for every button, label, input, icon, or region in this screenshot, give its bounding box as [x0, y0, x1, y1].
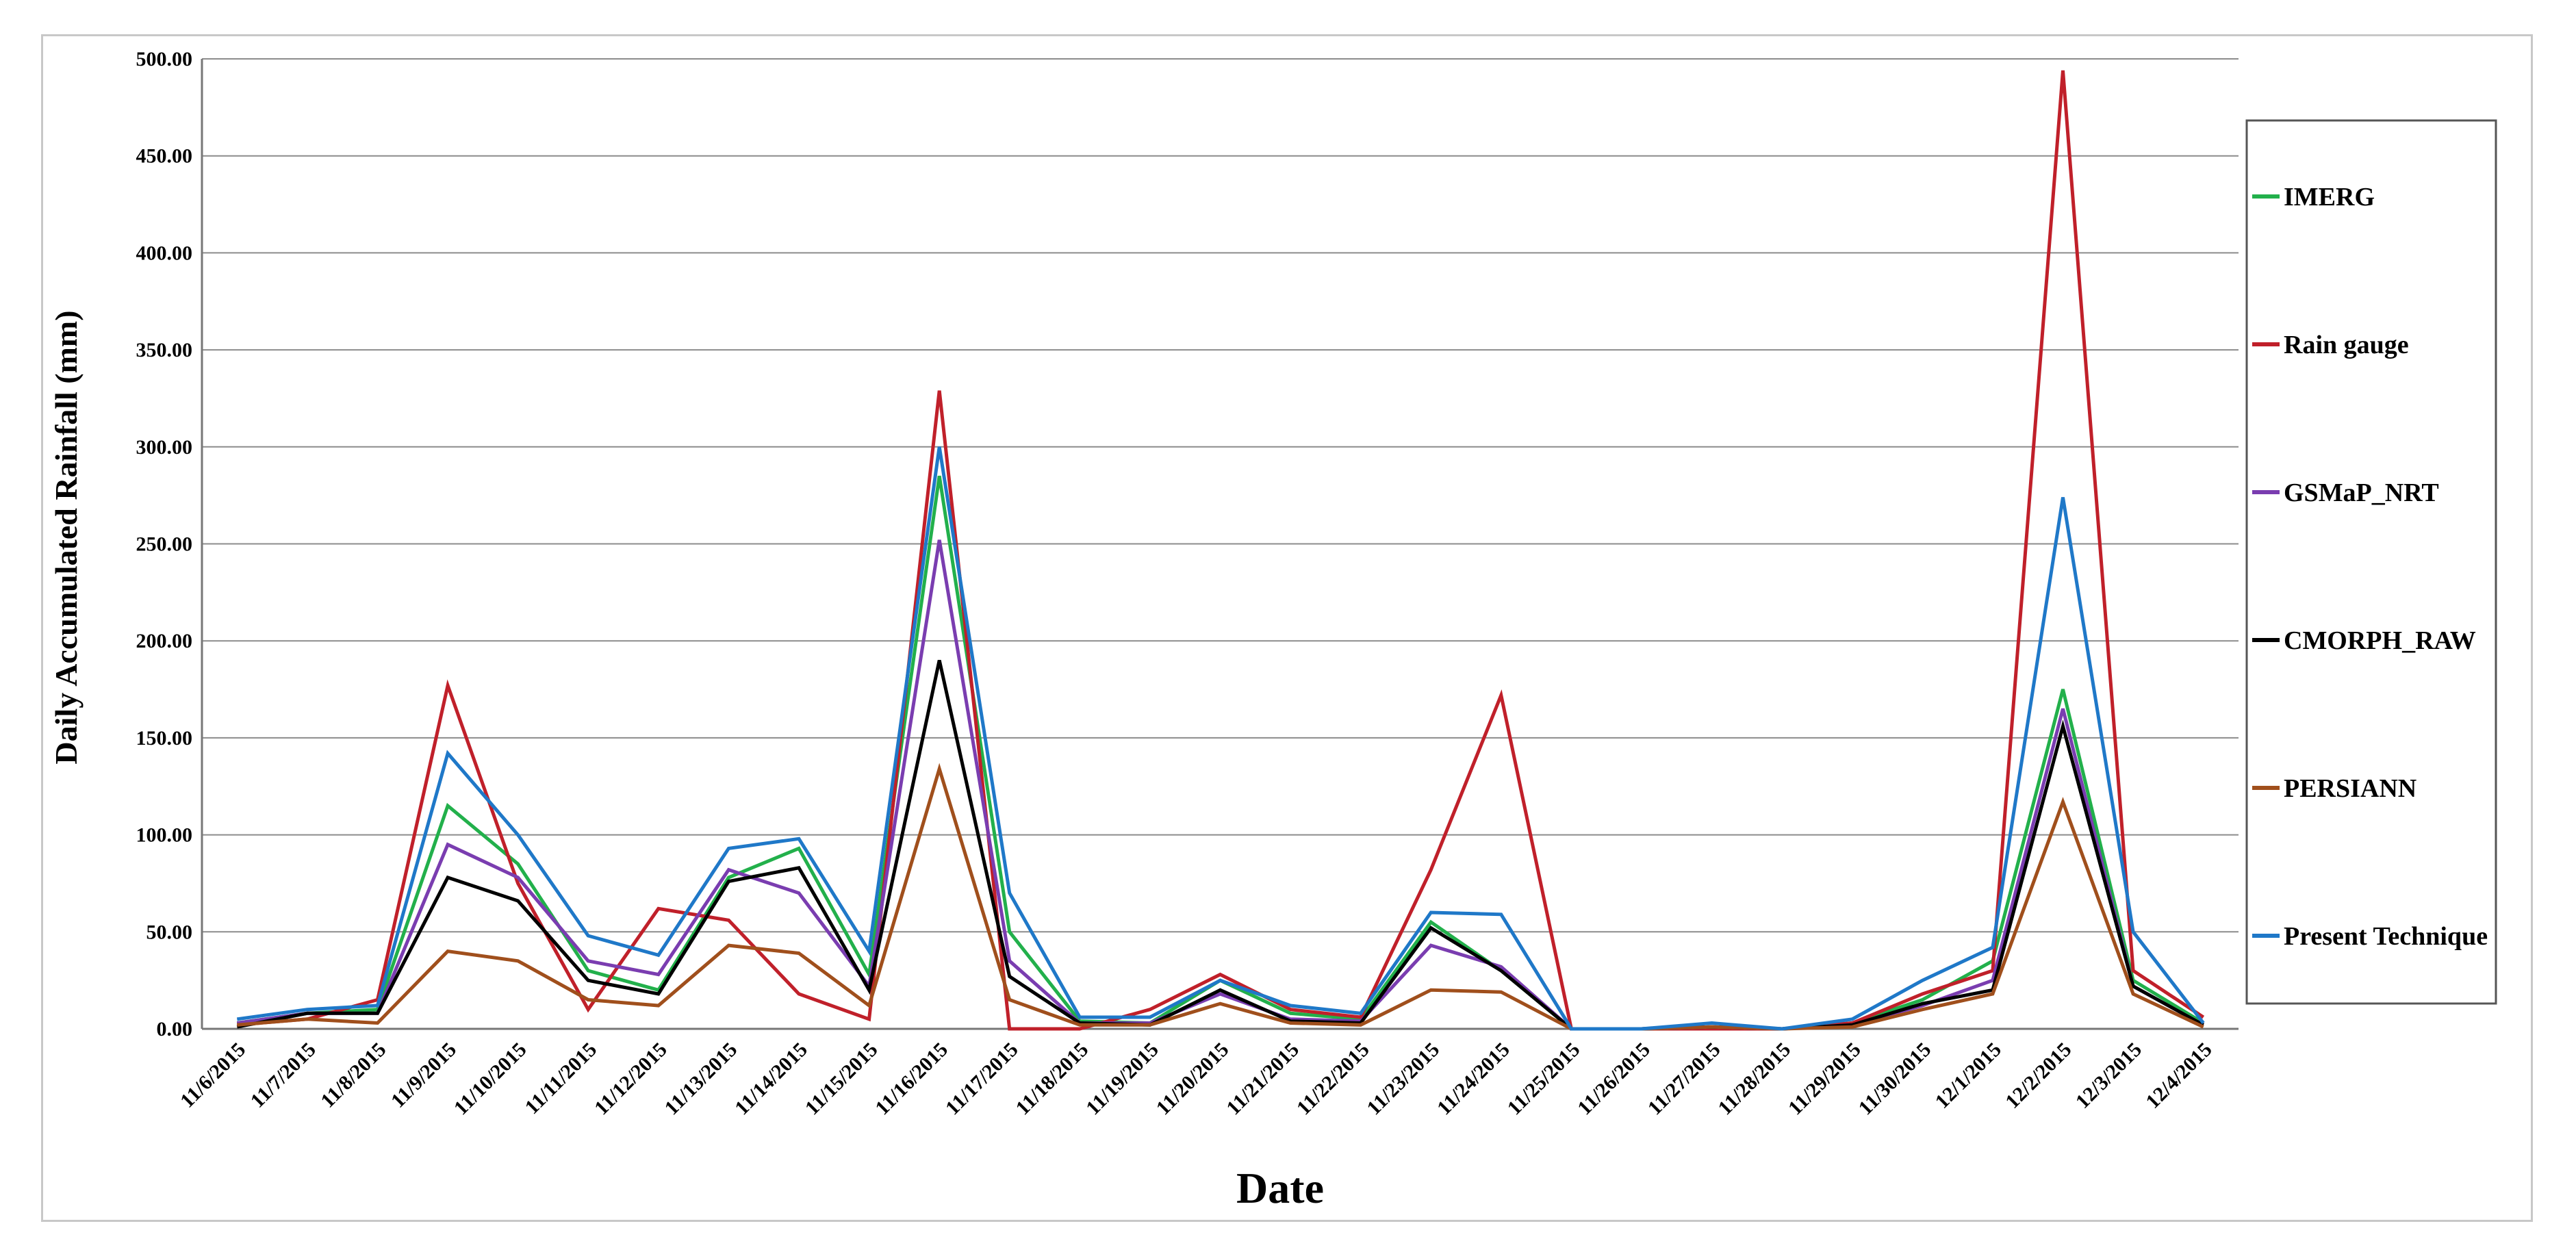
x-tick-label: 11/26/2015	[1573, 1038, 1655, 1120]
series-line-imerg	[236, 475, 2204, 1031]
x-tick-label: 11/13/2015	[661, 1038, 742, 1120]
legend: IMERG Rain gauge GSMaP_NRT CMORPH_RAW PERSIA…	[2245, 119, 2497, 1005]
x-tick-label: 11/19/2015	[1082, 1038, 1163, 1120]
legend-box	[2245, 119, 2497, 1005]
y-tick-label: 450.00	[136, 145, 193, 168]
x-tick-label: 11/11/2015	[521, 1038, 602, 1119]
x-tick-label: 11/21/2015	[1222, 1038, 1303, 1120]
legend-label: GSMaP_NRT	[2284, 478, 2439, 507]
legend-item-imerg: IMERG	[2252, 183, 2375, 212]
y-tick-label: 0.00	[157, 1018, 193, 1040]
chart-frame	[41, 34, 2533, 1222]
legend-label: PERSIANN	[2284, 774, 2416, 803]
legend-item-gsmap-nrt: GSMaP_NRT	[2252, 478, 2439, 507]
x-tick-label: 11/7/2015	[246, 1038, 320, 1112]
y-tick-label: 300.00	[136, 436, 193, 459]
x-tick-label: 11/6/2015	[176, 1038, 250, 1112]
x-tick-label: 11/15/2015	[801, 1038, 882, 1120]
y-tick-label: 50.00	[146, 921, 193, 943]
series-lines	[236, 70, 2205, 1031]
legend-label: Present Technique	[2284, 922, 2488, 951]
series-line-persiann	[237, 763, 2204, 1031]
x-tick-label: 11/25/2015	[1503, 1038, 1585, 1120]
x-tick-label: 11/28/2015	[1713, 1038, 1795, 1120]
x-tick-label: 11/22/2015	[1292, 1038, 1374, 1120]
x-axis-title: Date	[1236, 1164, 1324, 1212]
x-tick-label: 11/24/2015	[1433, 1038, 1514, 1120]
x-tick-label: 12/3/2015	[2071, 1038, 2146, 1113]
x-tick-label: 11/10/2015	[450, 1038, 531, 1120]
legend-item-persiann: PERSIANN	[2252, 774, 2416, 803]
x-tick-label: 11/27/2015	[1644, 1038, 1725, 1120]
series-line-present-technique	[236, 446, 2205, 1031]
x-tick-label: 11/18/2015	[1011, 1038, 1093, 1120]
series-line-cmorph-raw	[236, 659, 2204, 1031]
x-tick-label: 11/30/2015	[1854, 1038, 1936, 1120]
legend-item-present-technique: Present Technique	[2252, 922, 2488, 951]
series-line-rain-gauge	[237, 70, 2205, 1031]
x-tick-label: 11/14/2015	[730, 1038, 812, 1120]
x-tick-label: 11/20/2015	[1152, 1038, 1234, 1120]
y-tick-labels: 0.00 50.00 100.00 150.00 200.00 250.00 300.00 3…	[136, 48, 193, 1040]
x-tick-label: 11/29/2015	[1784, 1038, 1865, 1120]
x-tick-label: 12/1/2015	[1931, 1038, 2006, 1113]
x-tick-label: 12/2/2015	[2001, 1038, 2076, 1113]
axes	[201, 59, 2239, 1030]
x-tick-label: 11/12/2015	[590, 1038, 672, 1120]
series-line-gsmap-nrt	[236, 539, 2204, 1031]
legend-label: Rain gauge	[2284, 331, 2409, 359]
x-tick-label: 11/9/2015	[387, 1038, 461, 1112]
legend-label: IMERG	[2284, 183, 2375, 212]
gridlines	[202, 58, 2239, 933]
y-tick-label: 200.00	[136, 630, 193, 652]
y-tick-label: 250.00	[136, 533, 193, 556]
x-tick-label: 11/16/2015	[871, 1038, 952, 1120]
x-tick-label: 11/8/2015	[316, 1038, 390, 1112]
legend-item-cmorph-raw: CMORPH_RAW	[2252, 626, 2476, 655]
x-tick-label: 11/23/2015	[1362, 1038, 1444, 1120]
x-tick-label: 11/17/2015	[941, 1038, 1023, 1120]
legend-item-rain-gauge: Rain gauge	[2252, 331, 2409, 359]
y-tick-label: 150.00	[136, 727, 193, 750]
y-tick-label: 100.00	[136, 824, 193, 847]
y-tick-label: 400.00	[136, 242, 193, 264]
y-tick-label: 350.00	[136, 339, 193, 361]
x-tick-labels: 11/6/201511/7/201511/8/201511/9/201511/1…	[176, 1038, 2217, 1120]
y-axis-title: Daily Accumulated Rainfall (mm)	[49, 310, 84, 764]
y-tick-label: 500.00	[136, 48, 193, 71]
legend-label: CMORPH_RAW	[2284, 626, 2476, 655]
x-tick-label: 12/4/2015	[2141, 1038, 2216, 1113]
